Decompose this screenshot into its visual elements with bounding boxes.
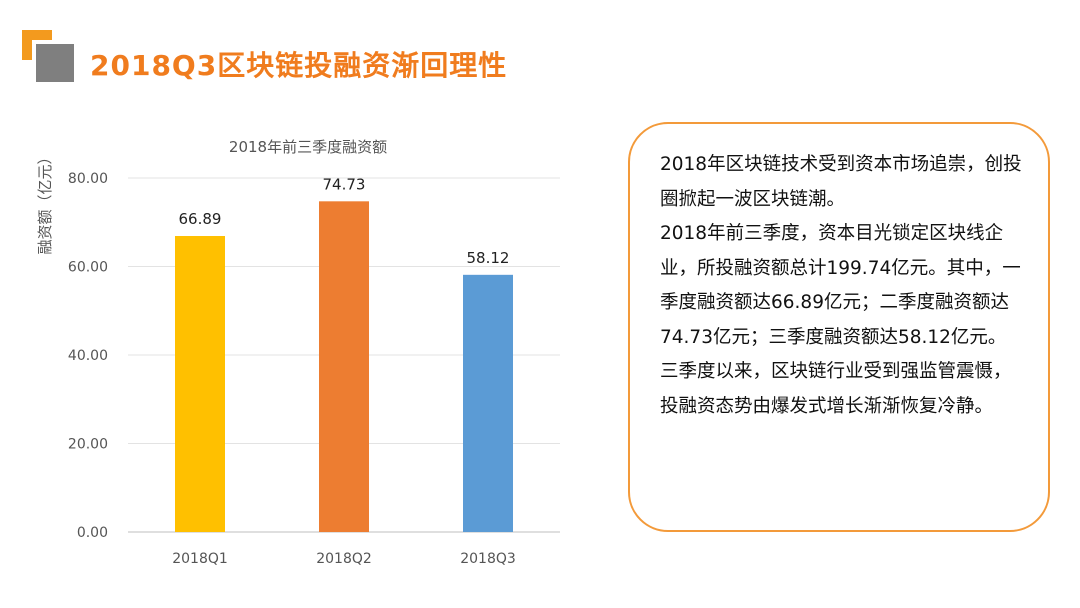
- y-axis-label: 融资额（亿元）: [36, 149, 54, 254]
- x-tick-label: 2018Q2: [316, 551, 372, 567]
- bar-2018q1: [175, 236, 225, 532]
- page-title: 2018Q3区块链投融资渐回理性: [90, 49, 508, 82]
- description-box: 2018年区块链技术受到资本市场追崇，创投圈掀起一波区块链潮。 2018年前三季…: [628, 122, 1050, 532]
- x-tick-label: 2018Q3: [460, 551, 516, 567]
- description-paragraph-3: 三季度以来，区块链行业受到强监管震慑，投融资态势由爆发式增长渐渐恢复冷静。: [660, 361, 1012, 417]
- bar-value-label: 66.89: [179, 210, 222, 228]
- funding-bar-chart: 2018年前三季度融资额 融资额（亿元） 0.00 20.00 40.00 60.00…: [36, 138, 560, 567]
- chart-title: 2018年前三季度融资额: [229, 138, 387, 156]
- description-paragraph-1: 2018年区块链技术受到资本市场追崇，创投圈掀起一波区块链潮。: [660, 154, 1022, 210]
- y-tick-label: 80.00: [68, 171, 108, 187]
- bar-value-label: 58.12: [467, 249, 510, 267]
- y-tick-label: 60.00: [68, 260, 108, 276]
- bar-2018q2: [319, 201, 369, 532]
- bar-value-label: 74.73: [323, 175, 366, 193]
- x-tick-label: 2018Q1: [172, 551, 228, 567]
- y-tick-label: 0.00: [77, 525, 108, 541]
- bar-2018q3: [463, 274, 513, 532]
- description-paragraph-2: 2018年前三季度，资本目光锁定区块线企业，所投融资额总计199.74亿元。其中…: [660, 223, 1021, 348]
- y-tick-label: 40.00: [68, 348, 108, 364]
- title-logo-mark: [22, 30, 78, 86]
- y-tick-label: 20.00: [68, 437, 108, 453]
